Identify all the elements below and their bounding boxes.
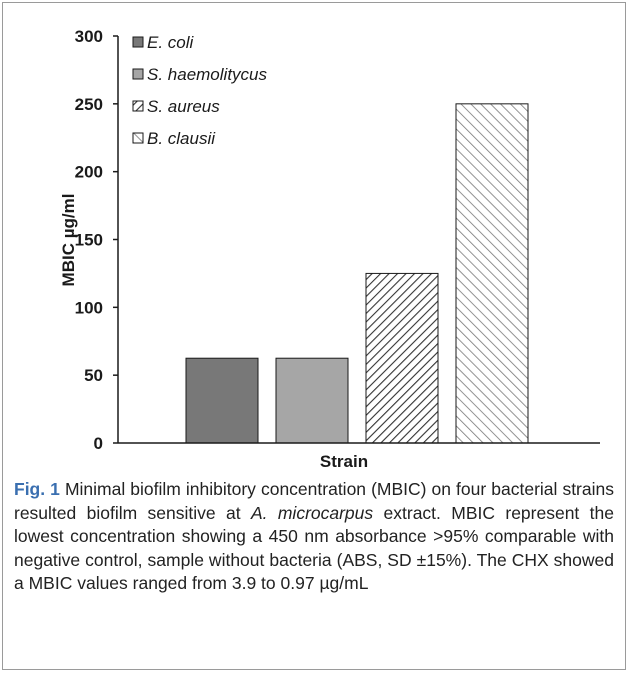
bar-s-aureus	[365, 272, 439, 444]
bar-s-haemolitycus	[275, 357, 349, 444]
x-axis-title: Strain	[320, 452, 368, 470]
bar-e-coli	[185, 357, 259, 444]
y-tick-label: 250	[75, 95, 103, 114]
figure-label: Fig. 1	[14, 479, 60, 499]
legend-swatch	[132, 36, 144, 48]
legend-swatch	[132, 132, 144, 144]
caption-text-2: extract. MBIC represent the lowest conce…	[14, 502, 614, 594]
caption-species: A. microcarpus	[250, 502, 374, 523]
y-tick-label: 100	[75, 298, 103, 317]
bar-b-clausii	[455, 103, 529, 444]
legend-label: B. clausii	[147, 129, 216, 148]
legend-label: E. coli	[147, 33, 195, 52]
y-axis-ticks: 0 50 100 150 200 250 300	[75, 27, 118, 453]
y-tick-label: 300	[75, 27, 103, 46]
legend-swatch	[132, 100, 144, 112]
y-tick-label: 50	[84, 366, 103, 385]
legend: E. coli S. haemolitycus S. aureus B. clausi…	[132, 33, 267, 148]
y-tick-label: 150	[75, 231, 103, 250]
bars-group	[185, 103, 529, 444]
caption-text-1: Minimal biofilm inhibitory concentration…	[14, 479, 614, 523]
figure-caption: Fig. 1 Minimal biofilm inhibitory concen…	[14, 478, 614, 596]
mbic-bar-chart: 0 50 100 150 200 250 300 MBIC µg/ml Strain E. …	[59, 27, 600, 470]
legend-label: S. haemolitycus	[147, 65, 267, 84]
y-axis-title: MBIC µg/ml	[59, 194, 78, 287]
y-tick-label: 200	[75, 163, 103, 182]
legend-label: S. aureus	[147, 97, 220, 116]
legend-swatch	[132, 68, 144, 80]
y-tick-label: 0	[94, 434, 103, 453]
